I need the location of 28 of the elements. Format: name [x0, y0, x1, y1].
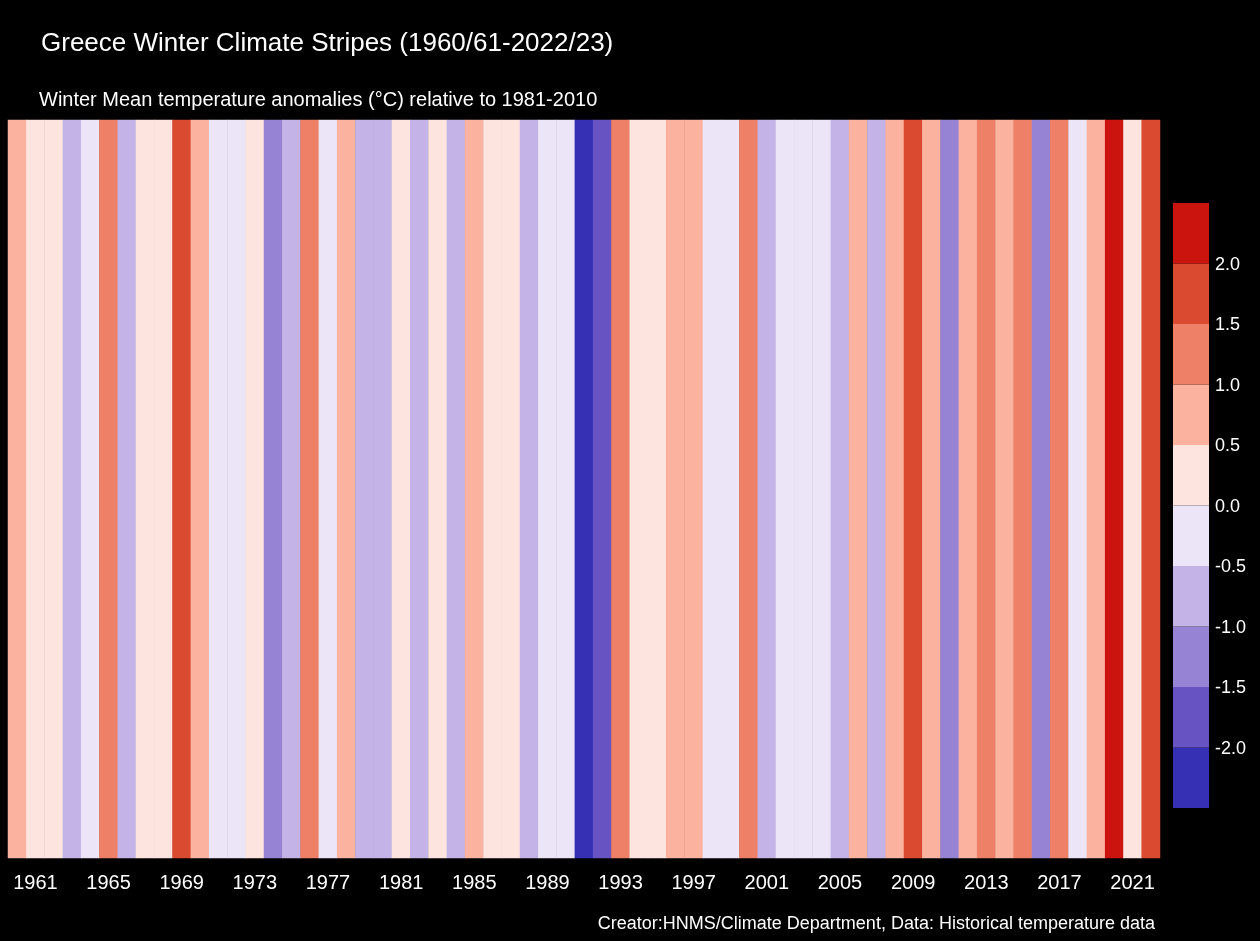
x-tick-label: 2001: [744, 871, 790, 893]
color-bar-label: 0.5: [1215, 435, 1241, 455]
color-bar-label: 1.0: [1215, 374, 1241, 395]
x-tick-label: 2021: [1110, 871, 1155, 893]
chart-subtitle: Winter Mean temperature anomalies (°C) relative to 1981-2010: [39, 88, 598, 110]
chart-title: Greece Winter Climate Stripes (1960/61-2022/23): [41, 27, 614, 57]
x-tick-label: 2013: [964, 871, 1009, 893]
x-tick-label: 1989: [525, 871, 570, 893]
color-bar-label: 0.0: [1215, 495, 1241, 516]
x-tick-label: 1977: [305, 871, 351, 893]
x-tick-label: 1973: [232, 871, 278, 893]
x-tick-label: 2009: [890, 871, 936, 893]
x-tick-label: 2005: [817, 871, 863, 893]
color-bar-label: -1.0: [1215, 616, 1247, 637]
color-bar-label: 2.0: [1215, 253, 1241, 274]
color-bar-label: -2.0: [1215, 737, 1247, 758]
x-tick-label: 1997: [671, 871, 716, 893]
x-tick-label: 1969: [159, 871, 204, 893]
x-tick-label: 2017: [1037, 871, 1082, 893]
color-bar-label: -0.5: [1215, 556, 1247, 576]
color-bar-label: -1.5: [1215, 677, 1247, 697]
color-bar-label: 1.5: [1215, 314, 1241, 334]
x-tick-label: 1981: [378, 871, 424, 893]
text: Creator:HNMS/Climate Department, Data: Historical temperature data: [597, 913, 1156, 933]
x-tick-label: 1993: [598, 871, 643, 893]
x-tick-label: 1961: [13, 871, 58, 893]
x-tick-label: 1965: [86, 871, 131, 893]
x-tick-label: 1985: [452, 871, 497, 893]
